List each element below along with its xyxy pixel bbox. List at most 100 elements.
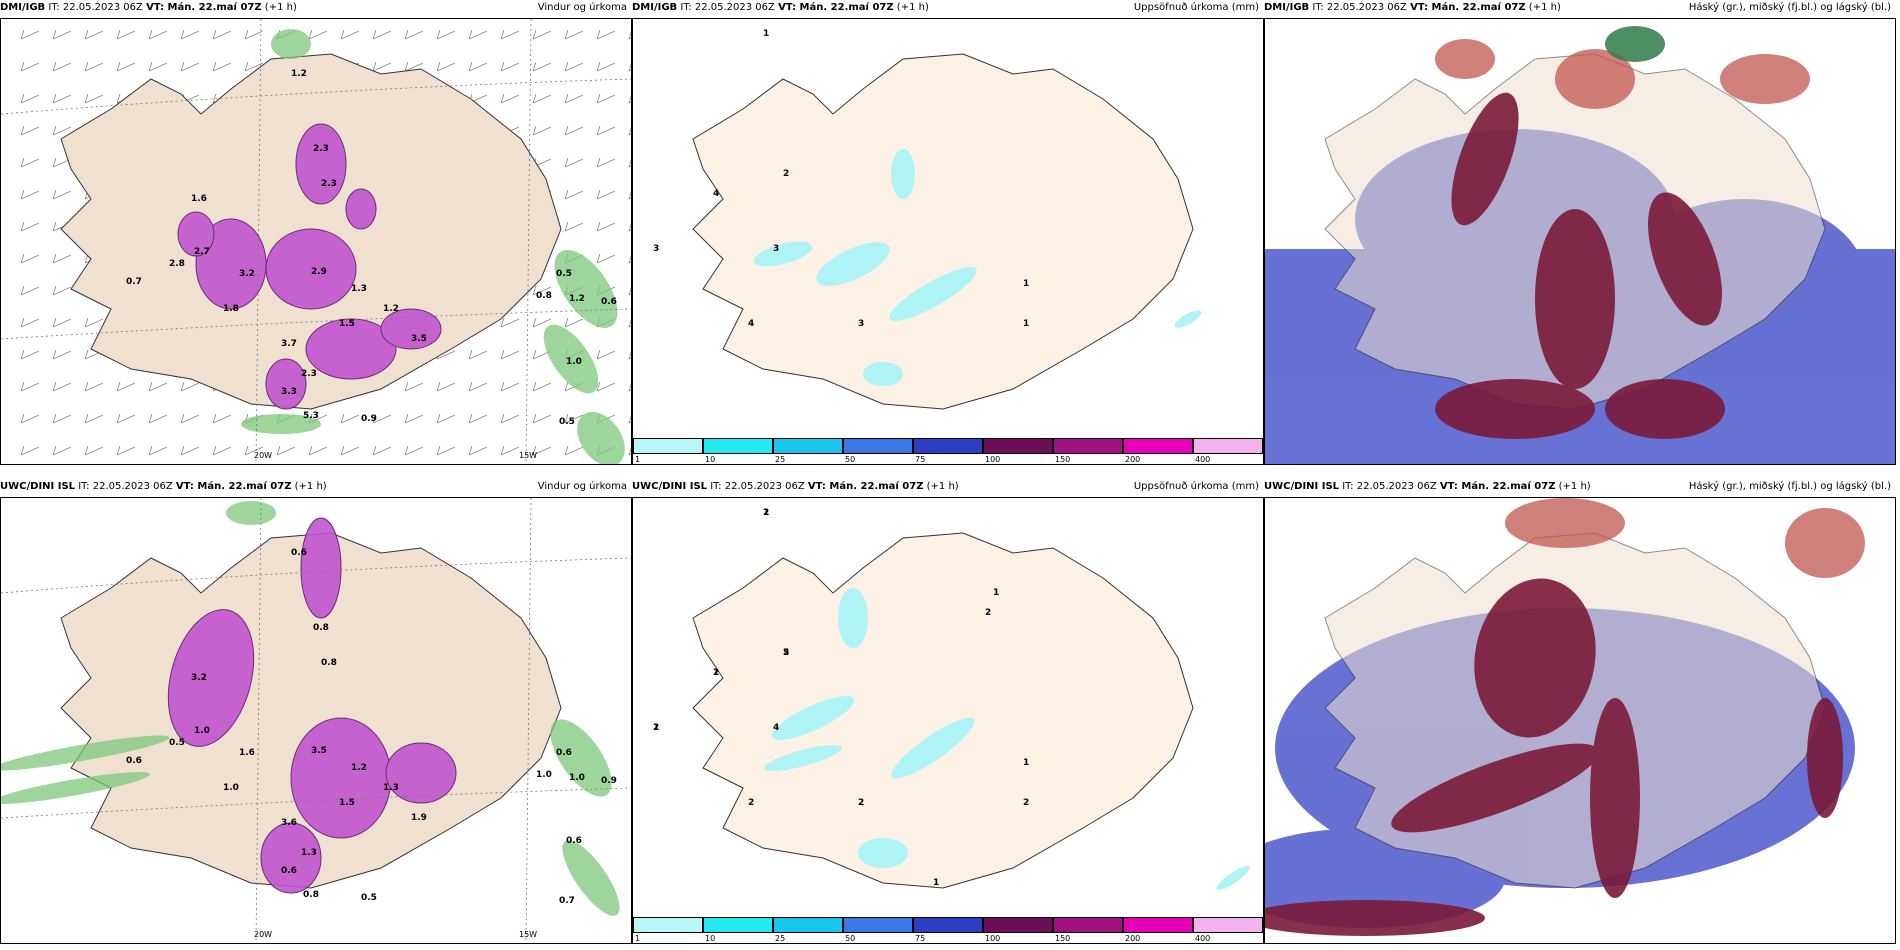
colorbar-tick: 400 [1195,934,1211,943]
panel-title: Háský (gr.), miðský (fj.bl.) og lágský (… [1688,481,1891,492]
wind-precip-map [1,498,631,943]
value-label: 4 [773,723,780,733]
value-label: 0.6 [556,748,572,758]
lon-label-20w: 20W [254,930,273,939]
value-label: 0.9 [361,414,377,424]
issue-time: IT: 22.05.2023 06Z [677,2,779,13]
colorbar-tick: 200 [1125,934,1141,943]
colorbar-tick: 150 [1055,934,1071,943]
value-label: 0.6 [126,756,142,766]
accum-precip-map [633,498,1263,918]
value-label: 1.0 [566,357,582,367]
value-label: 0.7 [126,277,142,287]
colorbar-tick: 10 [705,455,716,464]
value-label: 1.9 [411,813,427,823]
value-label: 4 [713,189,720,199]
value-label: 3.2 [239,269,255,279]
colorbar-swatch [1123,438,1193,454]
colorbar-swatch [1193,438,1263,454]
colorbar-swatch [703,917,773,933]
lon-label-15w: 15W [519,930,538,939]
colorbar-tick: 10 [705,934,716,943]
value-label: 2 [783,648,790,658]
colorbar-tick: 1 [635,455,641,464]
cloud-map [1265,498,1895,943]
value-label: 1 [1023,279,1030,289]
value-label: 2 [985,608,992,618]
value-label: 2.8 [169,259,185,269]
panel-title: Háský (gr.), miðský (fj.bl.) og lágský (… [1688,2,1891,13]
value-label: 0.8 [536,291,552,301]
colorbar-swatch [983,438,1053,454]
model-name: DMI/IGB [0,2,46,13]
colorbar-tick: 100 [985,455,1001,464]
colorbar-swatch [1193,917,1263,933]
colorbar-tick: 200 [1125,455,1141,464]
wind-precip-panel-dmi: 1.2 2.3 2.3 2.8 2.7 1.8 3.2 2.9 1.3 1.5 1.2 3.5 1.6 3… [0,18,632,465]
value-label: 3.3 [281,387,297,397]
value-label: 2.7 [194,247,210,257]
accum-precip-map [633,19,1263,439]
colorbar-tick: 400 [1195,455,1211,464]
lead-time: (+1 h) [1555,481,1591,492]
issue-time: IT: 22.05.2023 06Z [1339,481,1440,492]
value-label: 1.6 [191,194,207,204]
value-label: 0.5 [559,417,575,427]
colorbar-swatch [1123,917,1193,933]
row-2: 0.6 0.8 0.8 0.5 1.0 1.0 1.6 3.5 1.2 1.5 1.3 1.9 3.2 3… [0,481,1900,944]
colorbar-swatch [913,438,983,454]
value-label: 2 [713,668,720,678]
value-label: 1 [1023,319,1030,329]
colorbar-swatch [983,917,1053,933]
value-label: 1 [653,723,660,733]
value-label: 1.3 [351,284,367,294]
valid-time: VT: Mán. 22.maí 07Z [1410,2,1526,13]
value-label: 5 [783,648,790,658]
value-label: 2 [783,169,790,179]
model-name: UWC/DINI ISL [0,481,76,492]
value-label: 3 [653,244,660,254]
model-name: UWC/DINI ISL [632,481,708,492]
value-label: 2.3 [313,144,329,154]
value-label: 2 [858,798,865,808]
header-r1p2: UWC/DINI ISL IT: 22.05.2023 06Z VT: Mán.… [1264,479,1894,495]
header-r0p2: DMI/IGB IT: 22.05.2023 06Z VT: Mán. 22.m… [1264,0,1894,16]
value-label: 1.8 [223,304,239,314]
value-label: 1.3 [301,848,317,858]
colorbar: 1 10 25 50 75 100 150 200 400 [633,917,1263,943]
colorbar-swatch [773,438,843,454]
valid-time: VT: Mán. 22.maí 07Z [807,481,924,492]
value-label: 1 [713,668,720,678]
value-label: 3.5 [411,334,427,344]
colorbar-swatch [1053,438,1123,454]
lead-time: (+1 h) [291,481,327,492]
value-label: 1 [763,29,770,39]
wind-precip-panel-uwc: 0.6 0.8 0.8 0.5 1.0 1.0 1.6 3.5 1.2 1.5 1.3 1.9 3.2 3… [0,497,632,944]
value-label: 3.7 [281,339,297,349]
value-label: 5.3 [303,411,319,421]
row-1: 1.2 2.3 2.3 2.8 2.7 1.8 3.2 2.9 1.3 1.5 1.2 3.5 1.6 3… [0,2,1900,465]
value-label: 3 [858,319,865,329]
colorbar-tick: 100 [985,934,1001,943]
cloud-map [1265,19,1895,464]
cloud-panel-dmi [1264,18,1896,465]
model-name: DMI/IGB [632,2,678,13]
value-label: 1 [763,508,770,518]
value-label: 1.2 [569,294,585,304]
value-label: 1 [933,878,940,888]
lon-label-15w: 15W [519,451,538,460]
value-label: 2 [1023,798,1030,808]
header-r1p1: UWC/DINI ISL IT: 22.05.2023 06Z VT: Mán.… [632,479,1262,495]
model-name: UWC/DINI ISL [1264,481,1340,492]
value-label: 1.3 [383,783,399,793]
value-label: 0.8 [321,658,337,668]
value-label: 0.5 [556,269,572,279]
colorbar-swatch [633,438,703,454]
value-label: 0.6 [566,836,582,846]
valid-time: VT: Mán. 22.maí 07Z [175,481,292,492]
value-label: 2.9 [311,267,327,277]
model-name: DMI/IGB [1264,2,1310,13]
colorbar-tick: 50 [845,934,856,943]
value-label: 1.2 [383,304,399,314]
